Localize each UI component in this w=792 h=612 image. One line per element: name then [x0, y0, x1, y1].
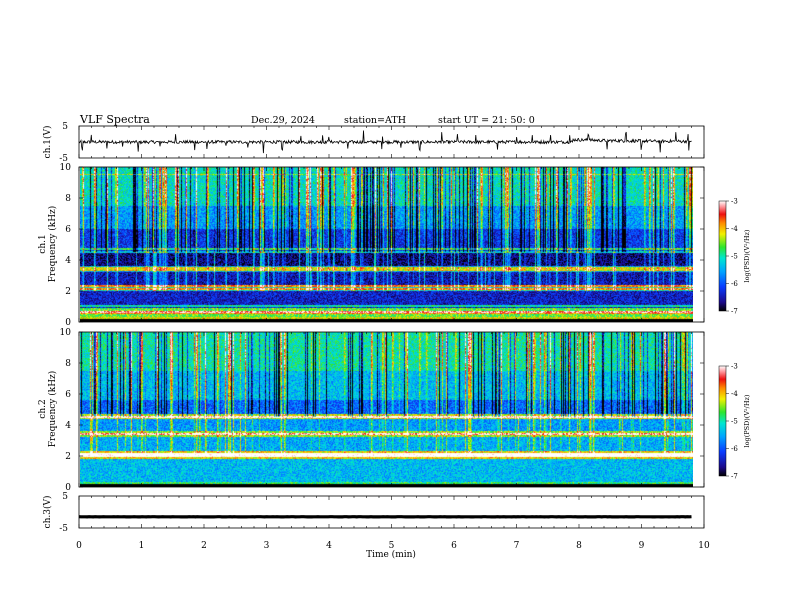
colorbar-tick-label: -3	[731, 198, 738, 206]
colorbar-tick-label: -4	[731, 390, 738, 398]
ch2-colorbar-label: log(PSD)(V²/Hz)	[743, 394, 751, 447]
x-axis-label: Time (min)	[366, 549, 416, 560]
x-tick-label: 8	[576, 541, 582, 551]
x-tick-label: 1	[139, 541, 145, 551]
x-tick-label: 4	[326, 541, 332, 551]
ch1-ytick-bottom: -5	[59, 154, 68, 164]
freq-tick-label: 8	[65, 194, 71, 204]
ch1-colorbar-label: log(PSD)(V²/Hz)	[743, 229, 751, 282]
freq-tick-label: 4	[65, 421, 71, 431]
freq-tick-label: 2	[65, 452, 71, 462]
colorbar-tick-label: -7	[731, 308, 738, 316]
ch1-spectrogram-heatmap	[80, 167, 693, 322]
ch1-waveform-ylabel: ch.1(V)	[42, 126, 53, 159]
station-label: station=ATH	[344, 115, 406, 126]
start-time-label: start UT = 21: 50: 0	[438, 115, 535, 126]
date-label: Dec.29, 2024	[251, 115, 315, 126]
ch3-waveform-ylabel: ch.3(V)	[42, 496, 53, 529]
x-tick-label: 5	[389, 541, 395, 551]
freq-tick-label: 6	[65, 390, 71, 400]
ch1-ytick-top: 5	[62, 122, 68, 132]
freq-tick-label: 2	[65, 287, 71, 297]
freq-tick-label: 10	[60, 163, 72, 173]
freq-tick-label: 4	[65, 256, 71, 266]
colorbar-tick-label: -5	[731, 253, 738, 261]
ch3-waveform-panel: 5 -5 ch.3(V)	[42, 492, 705, 534]
freq-tick-label: 8	[65, 359, 71, 369]
x-tick-label: 10	[698, 541, 710, 551]
ch3-ytick-top: 5	[62, 492, 68, 502]
freq-tick-label: 10	[60, 328, 72, 338]
ch1-spectrogram-ylabel: ch.1Frequency (kHz)	[38, 206, 58, 283]
ch1-spectrogram-panel: 0 2 4 6 8 10 ch.1Frequency (kHz) -3 -4 -5 -6 -7 l…	[38, 163, 751, 328]
x-tick-label: 7	[514, 541, 520, 551]
colorbar-tick-label: -4	[731, 225, 738, 233]
freq-tick-label: 0	[65, 318, 71, 328]
x-tick-label: 2	[201, 541, 207, 551]
freq-tick-label: 0	[65, 483, 71, 493]
freq-tick-label: 6	[65, 225, 71, 235]
ch3-ytick-bottom: -5	[59, 524, 68, 534]
x-tick-label: 3	[264, 541, 270, 551]
ch1-waveform-trace	[78, 130, 692, 154]
colorbar-tick-label: -7	[731, 473, 738, 481]
x-tick-label: 9	[639, 541, 645, 551]
x-tick-label: 6	[451, 541, 457, 551]
ch3-waveform-frame	[78, 495, 705, 529]
colorbar-tick-label: -6	[731, 445, 738, 453]
colorbar-tick-label: -5	[731, 418, 738, 426]
figure-title: VLF Spectra	[79, 113, 150, 126]
colorbar-tick-label: -3	[731, 363, 738, 371]
colorbar-tick-label: -6	[731, 280, 738, 288]
ch1-colorbar	[718, 200, 727, 312]
ch1-waveform-panel: 5 -5 ch.1(V)	[42, 122, 705, 164]
ch2-spectrogram-panel: 0 2 4 6 8 10 ch.2Frequency (kHz) -3 -4 -5 -6 -7 l…	[38, 328, 751, 493]
ch2-spectrogram-ylabel: ch.2Frequency (kHz)	[38, 371, 58, 448]
ch2-colorbar	[718, 365, 727, 477]
ch2-spectrogram-heatmap	[80, 332, 693, 487]
x-tick-label: 0	[76, 541, 82, 551]
